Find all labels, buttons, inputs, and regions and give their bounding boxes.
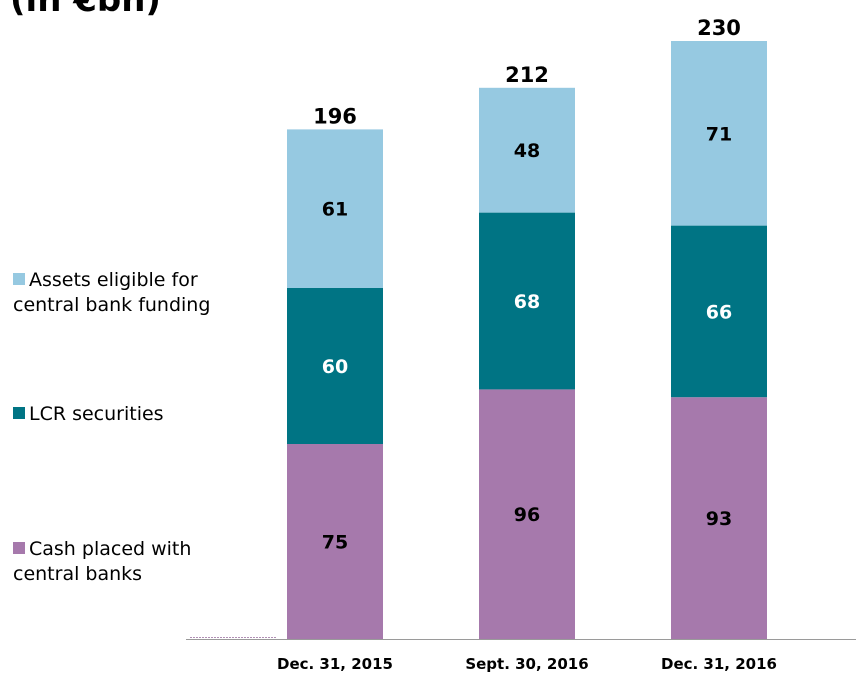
x-tick-label-3: Dec. 31, 2016 — [661, 655, 777, 673]
data-label-assets-eligible-for-central-bank-funding-3: 93 — [706, 508, 732, 530]
legend-swatch-assets — [13, 542, 25, 554]
data-label-cash-placed-with-central-banks-3: 71 — [706, 123, 732, 145]
data-label-lcr-securities-3: 66 — [706, 301, 732, 323]
legend-label-assets-line1: Cash placed with — [29, 538, 191, 560]
legend-item-cash: Assets eligible for central bank funding — [13, 268, 210, 318]
data-label-lcr-securities-2: 68 — [514, 291, 540, 313]
data-label-lcr-securities-1: 60 — [322, 356, 348, 378]
legend-swatch-lcr — [13, 407, 25, 419]
data-label-assets-eligible-for-central-bank-funding-2: 96 — [514, 504, 540, 526]
legend-label-cash-line2: central bank funding — [13, 293, 210, 318]
total-label-2: 212 — [505, 63, 549, 87]
x-tick-label-1: Dec. 31, 2015 — [277, 655, 393, 673]
legend-label-assets-line2: central banks — [13, 562, 191, 587]
data-label-cash-placed-with-central-banks-1: 61 — [322, 199, 348, 221]
total-label-1: 196 — [313, 104, 357, 128]
legend-item-assets: Cash placed with central banks — [13, 537, 191, 587]
x-tick-label-2: Sept. 30, 2016 — [465, 655, 588, 673]
data-label-cash-placed-with-central-banks-2: 48 — [514, 140, 540, 162]
legend-label-cash-line1: Assets eligible for — [29, 269, 198, 291]
data-label-assets-eligible-for-central-bank-funding-1: 75 — [322, 532, 348, 554]
legend-label-lcr: LCR securities — [29, 403, 164, 425]
chart-title: (in €bn) — [10, 0, 161, 20]
legend-item-lcr: LCR securities — [13, 402, 164, 427]
total-label-3: 230 — [697, 16, 741, 40]
legend-swatch-cash — [13, 273, 25, 285]
